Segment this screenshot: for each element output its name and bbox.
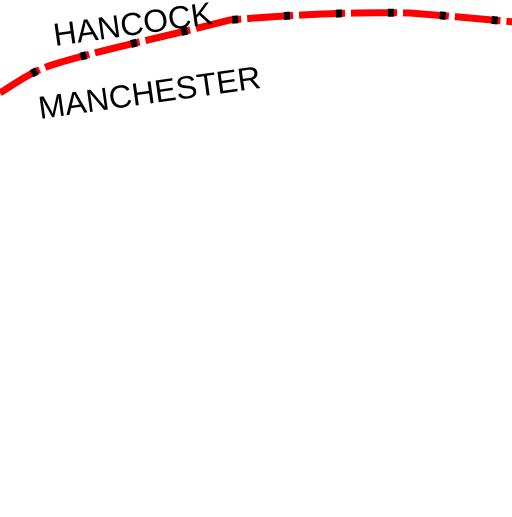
boundary-tick bbox=[283, 11, 291, 21]
boundary-tick bbox=[491, 15, 498, 25]
boundary-tick bbox=[335, 9, 343, 18]
boundary-tick bbox=[79, 51, 88, 61]
boundary-tick bbox=[387, 8, 394, 17]
boundary-tick-marks bbox=[29, 8, 498, 78]
label-manchester: MANCHESTER bbox=[36, 59, 263, 126]
boundary-tick bbox=[180, 26, 189, 36]
boundary-tick bbox=[130, 38, 138, 48]
boundary-tick bbox=[29, 67, 39, 78]
boundary-tick bbox=[439, 11, 447, 20]
boundary-tick bbox=[231, 15, 239, 24]
